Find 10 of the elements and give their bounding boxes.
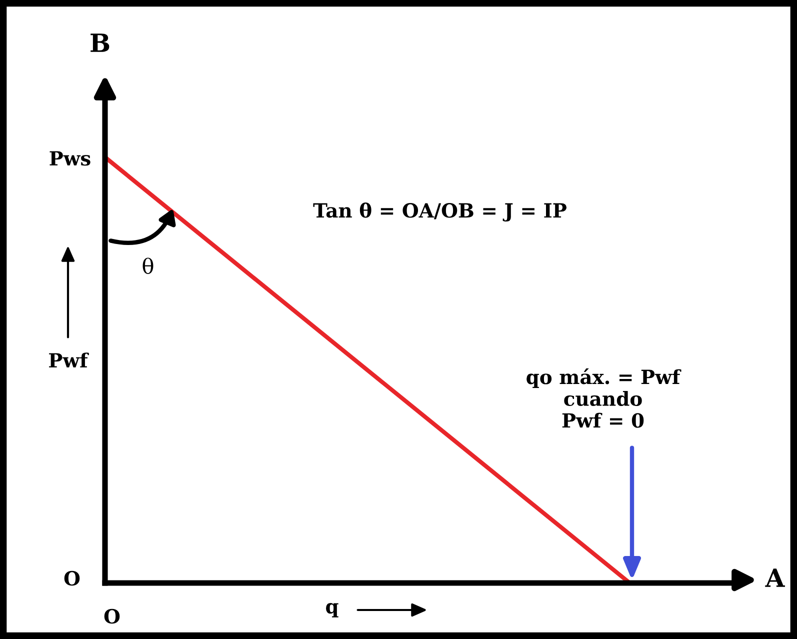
text: O <box>104 608 120 624</box>
y-axis-title: Pwf <box>49 352 89 368</box>
text: Pws <box>50 151 90 166</box>
x-axis-title: q <box>326 602 338 618</box>
annotation: θ <box>142 258 154 274</box>
text: A <box>765 568 785 587</box>
annotation: qo máx. = Pwf cuando Pwf = 0 <box>526 368 682 428</box>
annotation: Tan θ = OA/OB = J = IP <box>313 202 567 222</box>
text: O <box>64 570 80 586</box>
text: B <box>90 34 110 52</box>
